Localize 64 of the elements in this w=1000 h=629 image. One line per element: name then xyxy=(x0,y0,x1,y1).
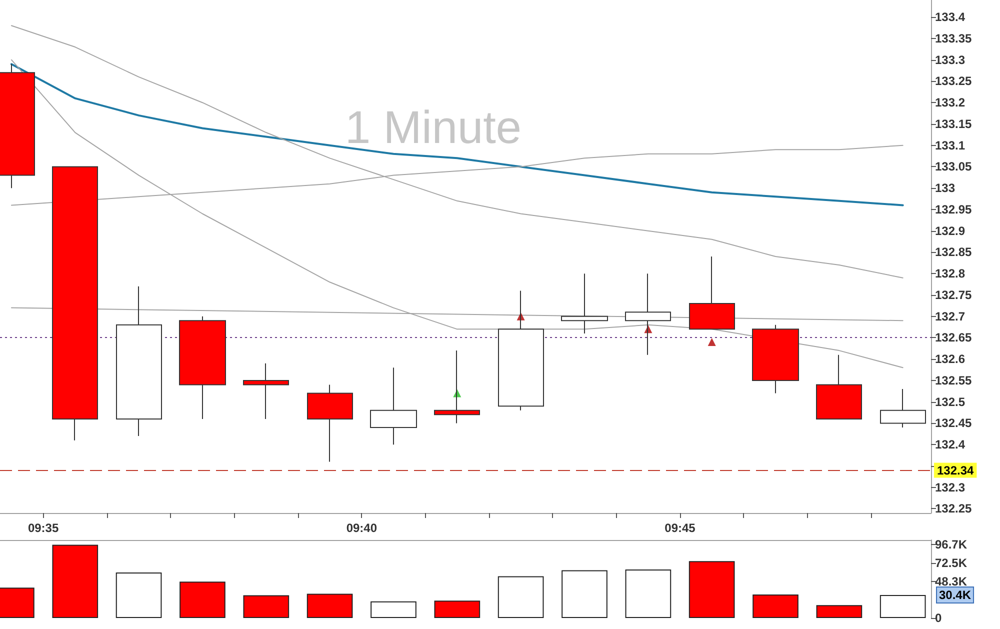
candlestick xyxy=(689,256,735,330)
bar xyxy=(434,600,480,618)
y-tick-label: 96.7K xyxy=(935,538,968,552)
bar xyxy=(752,594,798,618)
candlestick xyxy=(116,286,162,437)
bar xyxy=(370,601,416,618)
text: 1 Minute xyxy=(345,101,522,153)
y-tick-label: 133.05 xyxy=(935,160,972,174)
y-tick-label: 132.95 xyxy=(935,202,972,216)
bar xyxy=(498,576,544,618)
candlestick xyxy=(179,316,226,420)
y-tick-label: 132.25 xyxy=(935,502,972,516)
text: 30.4K xyxy=(939,588,972,602)
candlestick xyxy=(370,367,417,446)
y-tick-label: 132.85 xyxy=(935,245,972,260)
ref-line-label: 132.34 xyxy=(937,463,974,478)
bar xyxy=(116,572,162,618)
y-tick-label: 72.5K xyxy=(935,556,968,570)
y-tick-label: 133.35 xyxy=(935,31,972,46)
bar xyxy=(243,595,290,618)
candlestick xyxy=(625,273,671,356)
point xyxy=(708,338,716,346)
candlestick xyxy=(752,324,799,394)
y-tick-label: 132.55 xyxy=(935,373,972,388)
y-tick-label: 132.5 xyxy=(935,394,966,409)
y-tick-label: 133.3 xyxy=(935,52,966,67)
y-tick-label: 132.8 xyxy=(935,266,966,281)
line-series xyxy=(10,25,904,278)
y-tick-label: 133 xyxy=(935,181,956,196)
y-tick-label: 132.3 xyxy=(935,480,966,494)
y-tick-label: 133.1 xyxy=(935,138,966,152)
candlestick xyxy=(434,350,480,424)
candlestick xyxy=(243,362,289,420)
candlestick xyxy=(880,388,926,428)
line-series xyxy=(10,63,904,206)
candlestick xyxy=(816,354,862,420)
bar xyxy=(306,594,353,618)
bar xyxy=(880,594,926,618)
y-tick-label: 132.6 xyxy=(935,352,966,366)
candlestick xyxy=(307,384,353,462)
bar xyxy=(180,582,226,618)
y-tick-label: 0 xyxy=(935,611,942,625)
bar xyxy=(688,561,735,618)
x-tick-label: 09:40 xyxy=(346,521,378,535)
y-tick-label: 133.2 xyxy=(935,96,966,110)
y-tick-label: 132.7 xyxy=(935,309,966,324)
candlestick xyxy=(561,273,608,334)
candlestick xyxy=(498,290,544,411)
y-tick-label: 132.45 xyxy=(935,416,972,430)
y-tick-label: 48.3K xyxy=(935,574,968,588)
x-tick-label: 09:35 xyxy=(28,521,59,535)
y-tick-label: 132.65 xyxy=(935,330,972,345)
bar xyxy=(625,569,672,618)
bar xyxy=(816,605,862,618)
candlestick xyxy=(52,166,98,441)
y-tick-label: 133.25 xyxy=(935,74,972,88)
bar xyxy=(562,570,608,618)
bar xyxy=(52,544,98,618)
y-tick-label: 132.4 xyxy=(935,438,966,452)
y-tick-label: 132.9 xyxy=(935,224,966,238)
y-tick-label: 132.75 xyxy=(935,288,972,302)
y-tick-label: 133.4 xyxy=(935,10,966,24)
x-tick-label: 09:45 xyxy=(664,521,696,535)
y-tick-label: 133.15 xyxy=(935,116,972,131)
